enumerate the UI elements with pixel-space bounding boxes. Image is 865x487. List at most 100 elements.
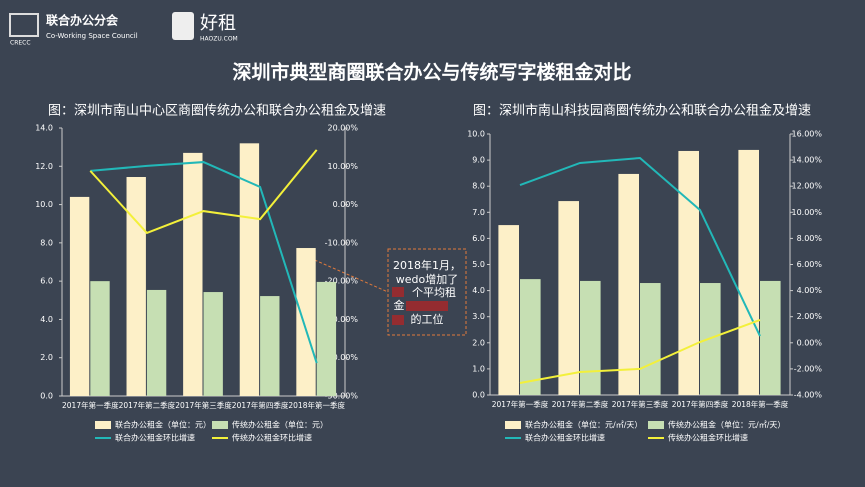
redacted — [392, 287, 404, 297]
y-tick-label: 6.0 — [472, 234, 485, 243]
y-tick-label: 0.0 — [472, 391, 485, 400]
bar — [738, 149, 759, 395]
legend-swatch — [95, 421, 111, 429]
line — [89, 149, 318, 235]
y-tick-label: 7.0 — [472, 208, 485, 217]
logo-abbr: CRECC — [10, 40, 31, 47]
x-tick-label: 2017年第一季度 — [62, 400, 119, 410]
y-tick-label: 8.0 — [472, 182, 485, 191]
bar — [260, 296, 280, 396]
y2-tick-label: -40.00% — [325, 353, 359, 362]
y-tick-label: 4.0 — [472, 286, 485, 295]
y2-tick-label: -20.00% — [325, 277, 359, 286]
logo-haozu: 好租 HAOZU.COM — [172, 12, 238, 43]
y2-tick-label: -30.00% — [325, 315, 359, 324]
y-tick-label: 2.0 — [472, 338, 485, 347]
bar — [126, 177, 146, 396]
y2-tick-label: 2.00% — [797, 312, 823, 321]
annotation-text: 2018年1月， — [393, 258, 461, 272]
bar — [760, 280, 781, 395]
logo-name: 联合办公分会 — [46, 13, 119, 28]
chart-title: 图：深圳市南山中心区商圈传统办公和联合办公租金及增速 — [48, 103, 386, 119]
bar — [580, 280, 601, 395]
legend-label: 联合办公租金环比增速 — [525, 433, 605, 443]
y-tick-label: 0.0 — [40, 392, 53, 401]
y2-tick-label: -10.00% — [325, 238, 359, 247]
y-tick-label: 3.0 — [472, 312, 485, 321]
bar — [203, 292, 223, 396]
y2-tick-label: 0.00% — [797, 338, 823, 347]
legend-label: 传统办公租金环比增速 — [668, 433, 748, 443]
line — [90, 161, 318, 364]
y-tick-label: 14.0 — [35, 124, 53, 133]
x-tick-label: 2017年第四季度 — [672, 399, 729, 409]
line — [519, 156, 761, 337]
y2-tick-label: 14.00% — [791, 156, 822, 165]
bar — [316, 281, 337, 396]
x-tick-label: 2017年第三季度 — [175, 400, 232, 410]
y2-tick-label: -4.00% — [794, 391, 823, 400]
legend-label: 联合办公租金（单位：元） — [115, 420, 211, 430]
x-tick-label: 2018年第一季度 — [732, 399, 789, 409]
x-tick-label: 2017年第二季度 — [552, 399, 609, 409]
page-title: 深圳市典型商圈联合办公与传统写字楼租金对比 — [232, 61, 631, 84]
bar — [239, 143, 260, 396]
legend-label: 联合办公租金（单位：元/㎡/天） — [525, 420, 642, 430]
redacted — [406, 301, 448, 311]
logo-url: HAOZU.COM — [200, 36, 238, 43]
y-tick-label: 8.0 — [40, 238, 53, 247]
bar — [296, 248, 316, 396]
legend-label: 传统办公租金环比增速 — [232, 433, 312, 443]
y2-tick-label: 10.00% — [791, 208, 822, 217]
legend-swatch — [212, 421, 228, 429]
bar — [498, 225, 519, 395]
bar — [183, 152, 203, 396]
logo-name: 好租 — [200, 13, 236, 34]
y2-tick-label: 12.00% — [791, 182, 822, 191]
logo-english: Co-Working Space Council — [46, 32, 138, 40]
bar — [558, 201, 579, 395]
legend-swatch — [648, 421, 664, 429]
bar — [678, 150, 699, 395]
legend-label: 传统办公租金（单位：元/㎡/天） — [668, 420, 785, 430]
legend-swatch — [505, 421, 521, 429]
bar — [146, 289, 167, 396]
annotation: 2018年1月， wedo增加了 个平均租 金 的工位 — [309, 248, 467, 336]
annotation-text: 金 — [394, 298, 405, 312]
x-tick-label: 2017年第二季度 — [119, 400, 176, 410]
y-tick-label: 12.0 — [35, 162, 53, 171]
y-tick-label: 6.0 — [40, 277, 53, 286]
y2-tick-label: 10.00% — [327, 162, 358, 171]
x-tick-label: 2017年第三季度 — [612, 399, 669, 409]
line — [519, 319, 761, 384]
y2-tick-label: 4.00% — [797, 286, 823, 295]
y-tick-label: 5.0 — [472, 260, 485, 269]
x-tick-label: 2017年第四季度 — [232, 400, 289, 410]
redacted — [392, 315, 404, 325]
annotation-text: 的工位 — [411, 312, 444, 326]
y2-tick-label: -2.00% — [794, 364, 823, 373]
y-tick-label: 2.0 — [40, 353, 53, 362]
bar — [90, 281, 110, 396]
annotation-text: wedo增加了 — [396, 272, 458, 286]
legend-label: 联合办公租金环比增速 — [115, 433, 195, 443]
y2-tick-label: 20.00% — [327, 124, 358, 133]
legend-label: 传统办公租金（单位：元） — [232, 420, 328, 430]
y-tick-label: 10.0 — [35, 200, 53, 209]
logo-crecc: CRECC 联合办公分会 Co-Working Space Council — [9, 13, 138, 47]
y-tick-label: 9.0 — [472, 156, 485, 165]
x-tick-label: 2017年第一季度 — [492, 399, 549, 409]
y-tick-label: 4.0 — [40, 315, 53, 324]
y2-tick-label: 8.00% — [797, 234, 823, 243]
bar — [640, 283, 661, 395]
chart-title: 图：深圳市南山科技园商圈传统办公和联合办公租金及增速 — [473, 103, 811, 119]
bar — [618, 173, 639, 395]
logo-icon — [9, 13, 39, 37]
annotation-text: 个平均租 — [412, 286, 456, 299]
y-tick-label: 10.0 — [467, 130, 485, 139]
x-tick-label: 2018年第一季度 — [288, 400, 345, 410]
y2-tick-label: 16.00% — [791, 130, 822, 139]
y-tick-label: 1.0 — [472, 364, 485, 373]
